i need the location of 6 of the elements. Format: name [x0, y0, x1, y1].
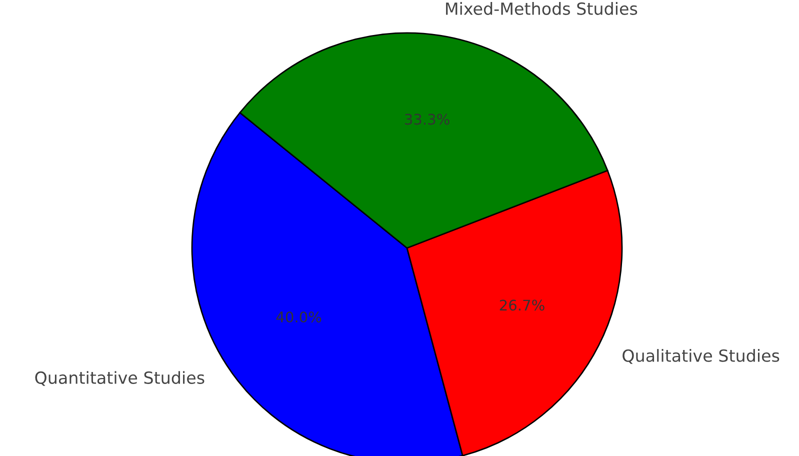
slice-label: Qualitative Studies	[622, 349, 780, 364]
data-label: 26.7%	[500, 300, 544, 311]
slice-label: Mixed-Methods Studies	[446, 2, 638, 15]
data-label: 40.0%	[276, 311, 322, 322]
data-label: 33.3%	[404, 114, 450, 125]
slice-label: Quantitative Studies	[35, 371, 204, 386]
